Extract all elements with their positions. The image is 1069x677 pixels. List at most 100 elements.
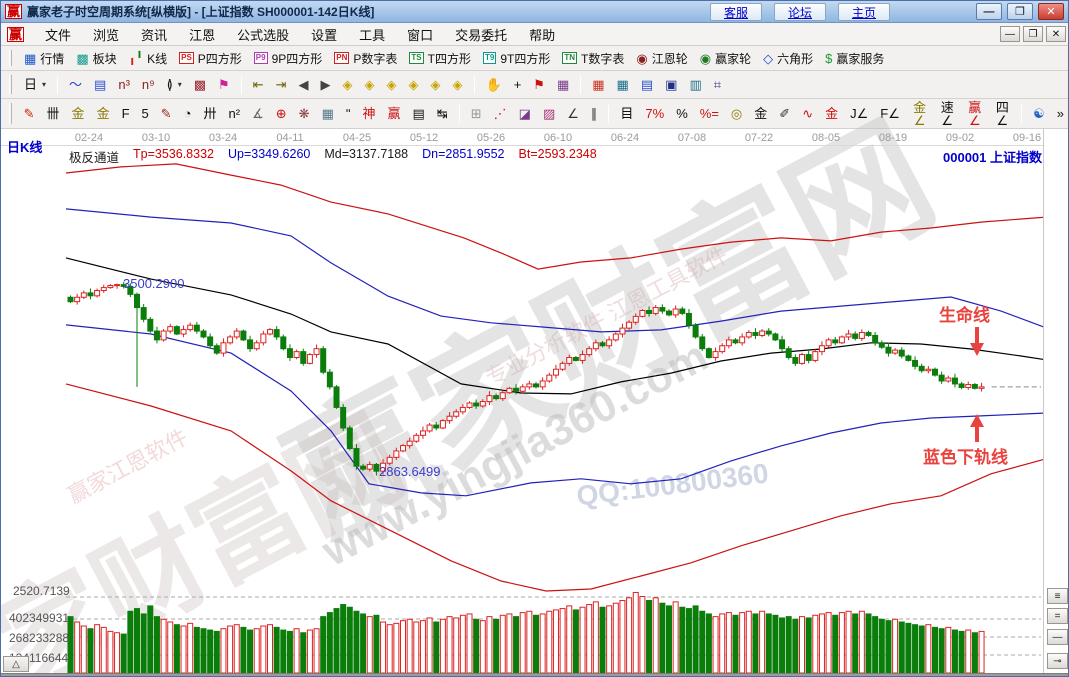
mdi-minimize-button[interactable]: — — [1000, 26, 1020, 42]
menu-item-文件[interactable]: 文件 — [45, 27, 72, 43]
flag-mark-button[interactable]: ⚑ — [527, 74, 551, 96]
wave3-button[interactable]: n³ — [112, 74, 136, 96]
crosshair-tool-button[interactable]: + — [508, 74, 528, 96]
angle-tool-button[interactable]: ∡ — [246, 103, 270, 125]
fan-box-button[interactable]: ◪ — [513, 103, 537, 125]
gold-scale1-button[interactable]: 金 — [66, 103, 91, 125]
maximize-button[interactable]: ❐ — [1007, 3, 1033, 20]
color-bars-button[interactable]: ⚑ — [212, 74, 236, 96]
calendar-button[interactable]: ▦ — [586, 74, 610, 96]
menu-item-帮助[interactable]: 帮助 — [529, 27, 556, 43]
pct-line-button[interactable]: %= — [694, 103, 725, 125]
diamond-up-button[interactable]: ◈ — [381, 74, 403, 96]
export-image-button[interactable]: ▥ — [683, 74, 707, 96]
more-tools-button[interactable]: » — [1051, 103, 1068, 125]
chart-pane[interactable]: 赢家财富网 赢家财富网 www.yingjia360.com QQ:100800… — [1, 97, 1068, 676]
close-button[interactable]: ✕ — [1038, 3, 1064, 20]
sectors-button[interactable]: ▩ 板块 — [70, 47, 122, 69]
go-last-button[interactable]: ⇥ — [270, 74, 293, 96]
mdi-restore-button[interactable]: ❐ — [1023, 26, 1043, 42]
p-square-button[interactable]: PS P四方形 — [173, 47, 248, 69]
grid-box-button[interactable]: ⊞ — [465, 103, 488, 125]
menu-item-工具[interactable]: 工具 — [359, 27, 386, 43]
go-first-button[interactable]: ⇤ — [247, 74, 270, 96]
volume-scale-large-button[interactable]: ≡ — [1047, 588, 1068, 604]
minimize-button[interactable]: — — [976, 3, 1002, 20]
diamond-full-button[interactable]: ◈ — [447, 74, 469, 96]
tick-ruler-button[interactable]: 卅 — [198, 103, 223, 125]
homepage-button[interactable]: 主页 — [838, 3, 890, 21]
menu-item-江恩[interactable]: 江恩 — [189, 27, 216, 43]
candle-style-dropdown-button[interactable]: ≬ ▾ — [161, 74, 188, 96]
spiderweb-button[interactable]: ❋ — [293, 103, 316, 125]
next-bar-button[interactable]: ▶ — [315, 74, 337, 96]
gold-angle-button[interactable]: 金∠ — [906, 101, 934, 127]
gann-wheel-button[interactable]: ◉ 江恩轮 — [630, 47, 693, 69]
t-square-button[interactable]: TS T四方形 — [403, 47, 477, 69]
kline-chart-canvas[interactable] — [1, 129, 1048, 673]
volume-slider-button[interactable]: ⊸ — [1047, 653, 1068, 669]
f-angle-button[interactable]: F∠ — [874, 103, 906, 125]
double-prime-button[interactable]: ʺ — [340, 103, 357, 125]
expand-triangle-button[interactable]: △ — [3, 656, 29, 672]
t-number-table-button[interactable]: TN T数字表 — [556, 47, 630, 69]
n2-ruler-button[interactable]: n² — [223, 103, 247, 125]
pen-measure-button[interactable]: ✎ — [155, 103, 178, 125]
calculator-button[interactable]: ▦ — [611, 74, 635, 96]
winner-wheel-button[interactable]: ◉ 赢家轮 — [694, 47, 757, 69]
seven-pct-button[interactable]: 7% — [639, 103, 670, 125]
volume-scale-medium-button[interactable]: = — [1047, 608, 1068, 624]
menu-item-交易委托[interactable]: 交易委托 — [455, 27, 508, 43]
j-angle-button[interactable]: J∠ — [844, 103, 874, 125]
title-bar[interactable]: 赢 赢家老子时空周期系统[纵横版] - [上证指数 SH000001-142日K… — [1, 1, 1068, 23]
toolbar-grip[interactable] — [9, 75, 12, 94]
gann-web-button[interactable]: ▦ — [551, 74, 575, 96]
diamond-down-button[interactable]: ◈ — [403, 74, 425, 96]
toolbar-grip[interactable] — [9, 103, 12, 124]
kline-button[interactable]: ╻╹ K线 — [123, 47, 173, 69]
wave9-button[interactable]: n⁹ — [136, 74, 161, 96]
scale-ruler-button[interactable]: 卌 — [41, 103, 66, 125]
number-ruler-button[interactable]: ▤ — [407, 103, 431, 125]
color-grid-button[interactable]: ▨ — [537, 103, 561, 125]
zigzag-button[interactable]: 〜 — [63, 74, 88, 96]
hexagon-button[interactable]: ◇ 六角形 — [757, 47, 819, 69]
gold-circle-button[interactable]: ◎ — [725, 103, 748, 125]
clock-cycle-button[interactable]: ◔ — [178, 103, 198, 125]
gold-line-button[interactable]: 金 — [748, 103, 773, 125]
diamond-left-button[interactable]: ◈ — [337, 74, 359, 96]
gold-red-button[interactable]: 金 — [819, 103, 844, 125]
four-angle-button[interactable]: 四∠ — [989, 101, 1017, 127]
menu-item-浏览[interactable]: 浏览 — [93, 27, 120, 43]
menu-item-公式选股[interactable]: 公式选股 — [237, 27, 290, 43]
gold-scale2-button[interactable]: 金 — [91, 103, 116, 125]
wave-ab-button[interactable]: ∿ — [796, 103, 819, 125]
save-button[interactable]: ▣ — [659, 74, 683, 96]
parallel-lines-button[interactable]: ∥ — [585, 103, 604, 125]
gann-fan-button[interactable]: ⋰ — [488, 103, 513, 125]
menu-item-窗口[interactable]: 窗口 — [407, 27, 434, 43]
p-number-table-button[interactable]: PN P数字表 — [328, 47, 403, 69]
five-ruler-button[interactable]: 5 — [136, 103, 155, 125]
workstation-button[interactable]: ⌗ — [708, 74, 727, 96]
web-square-button[interactable]: ▦ — [316, 103, 340, 125]
period-day-dropdown-button[interactable]: 日 ▾ — [18, 74, 52, 96]
forum-button[interactable]: 论坛 — [774, 3, 826, 21]
percent-button[interactable]: % — [670, 103, 694, 125]
notepad-button[interactable]: ▤ — [635, 74, 659, 96]
shen-ruler-button[interactable]: 神 — [357, 103, 382, 125]
diamond-expand-button[interactable]: ◈ — [425, 74, 447, 96]
menu-item-资讯[interactable]: 资讯 — [141, 27, 168, 43]
ink-pen-button[interactable]: ✐ — [773, 103, 796, 125]
brush-tool-button[interactable]: ✎ — [18, 103, 41, 125]
ying-angle-button[interactable]: 赢∠ — [961, 101, 989, 127]
p9-square-button[interactable]: P9 9P四方形 — [248, 47, 328, 69]
hand-tool-button[interactable]: ✋ — [480, 74, 508, 96]
speed-angle-button[interactable]: 速∠ — [933, 101, 961, 127]
mdi-close-button[interactable]: ✕ — [1046, 26, 1066, 42]
span-arrow-button[interactable]: ↹ — [431, 103, 454, 125]
menu-item-设置[interactable]: 设置 — [311, 27, 338, 43]
volume-scale-small-button[interactable]: — — [1047, 629, 1068, 645]
t9-square-button[interactable]: T9 9T四方形 — [477, 47, 556, 69]
angle-lines-button[interactable]: ∠ — [561, 103, 585, 125]
